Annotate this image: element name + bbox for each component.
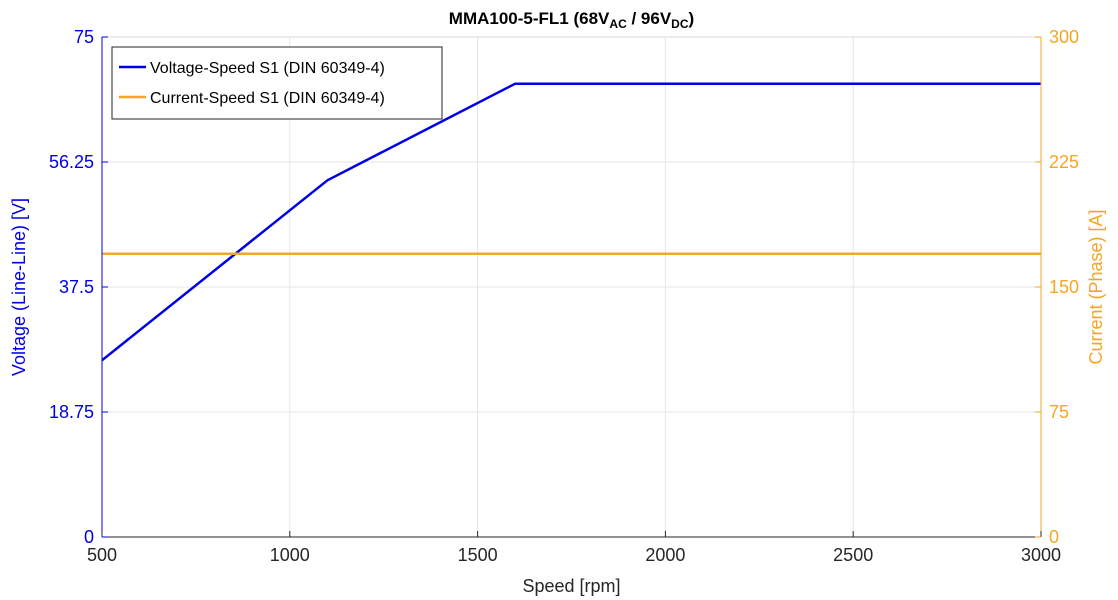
- x-tick-label-1: 1000: [270, 545, 310, 565]
- title-end: ): [689, 9, 695, 28]
- y-axis-left-label: Voltage (Line-Line) [V]: [9, 198, 29, 376]
- title-mid: / 96V: [627, 9, 672, 28]
- title-sub-dc: DC: [671, 17, 689, 31]
- y-left-tick-label-1: 18.75: [49, 402, 94, 422]
- y-left-tick-label-2: 37.5: [59, 277, 94, 297]
- legend-label-voltage: Voltage-Speed S1 (DIN 60349-4): [150, 60, 385, 77]
- x-tick-label-5: 3000: [1021, 545, 1061, 565]
- x-tick-label-4: 2500: [833, 545, 873, 565]
- y-right-tick-label-1: 75: [1049, 402, 1069, 422]
- tick-labels: 500 1000 1500 2000 2500 3000018.7537.556.2575…: [49, 27, 1079, 565]
- x-tick-label-0: 500: [87, 545, 117, 565]
- y-right-tick-label-4: 300: [1049, 27, 1079, 47]
- y-left-tick-label-0: 0: [84, 527, 94, 547]
- y-left-tick-label-3: 56.25: [49, 152, 94, 172]
- series-layer: [101, 82, 1041, 362]
- x-tick-label-2: 1500: [458, 545, 498, 565]
- legend: Voltage-Speed S1 (DIN 60349-4) Current-S…: [111, 46, 443, 120]
- series-line-voltage: [101, 82, 1041, 362]
- y-left-tick-label-4: 75: [74, 27, 94, 47]
- y-right-tick-label-3: 225: [1049, 152, 1079, 172]
- title-base: MMA100-5-FL1 (68V: [449, 9, 610, 28]
- legend-label-current: Current-Speed S1 (DIN 60349-4): [150, 90, 385, 107]
- legend-box: [111, 46, 443, 120]
- x-tick-label-3: 2000: [645, 545, 685, 565]
- x-axis-label: Speed [rpm]: [522, 576, 620, 596]
- y-right-tick-label-2: 150: [1049, 277, 1079, 297]
- y-axis-right-label: Current (Phase) [A]: [1086, 209, 1106, 364]
- chart-title: MMA100-5-FL1 (68VAC / 96VDC): [449, 9, 694, 31]
- y-right-tick-label-0: 0: [1049, 527, 1059, 547]
- axes: [101, 36, 1042, 538]
- title-sub-ac: AC: [609, 17, 627, 31]
